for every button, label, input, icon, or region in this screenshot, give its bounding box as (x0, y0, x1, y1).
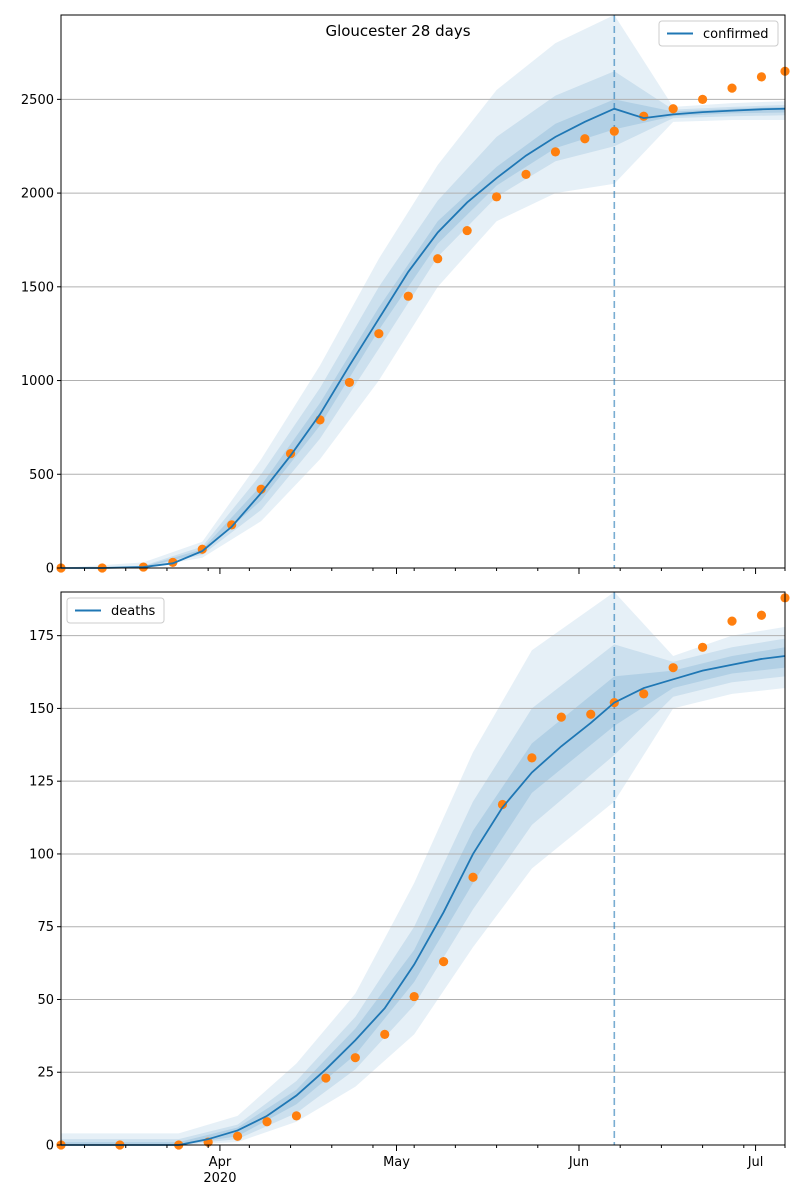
observed-point (697, 94, 708, 104)
y-tick-label: 75 (37, 920, 54, 935)
observed-point (668, 104, 678, 114)
confirmed-y-ticks: 0 500 1000 1500 2000 2500 (21, 93, 61, 577)
deaths-plot-frame (60, 591, 786, 1146)
deaths-panel: 0 25 50 75 100 125 150 175 Apr May Jun Jul 2020 de… (29, 591, 790, 1186)
deaths-model-line (61, 655, 786, 1146)
x-axis-year-label: 2020 (203, 1171, 236, 1186)
observed-point (697, 642, 708, 652)
band-outer (61, 592, 785, 1145)
observed-point (262, 1117, 272, 1127)
band-outer (61, 15, 785, 568)
deaths-gridlines (61, 635, 785, 1073)
confirmed-legend-box (658, 20, 779, 47)
confirmed-x-ticks (84, 568, 786, 574)
deaths-uncertainty-bands (61, 592, 785, 1145)
observed-point (756, 610, 767, 620)
x-tick-label: May (383, 1155, 410, 1170)
y-tick-label: 100 (29, 847, 54, 862)
observed-point (639, 689, 649, 699)
observed-point (227, 520, 237, 530)
y-tick-label: 500 (29, 468, 54, 483)
deaths-legend: deaths (66, 597, 165, 624)
observed-point (433, 254, 443, 264)
observed-point (350, 1053, 360, 1063)
y-tick-label: 25 (37, 1066, 54, 1081)
confirmed-legend: confirmed (658, 20, 779, 47)
observed-point (491, 192, 502, 202)
observed-point (609, 126, 619, 136)
confirmed-legend-label: confirmed (703, 27, 769, 42)
observed-point (462, 225, 472, 236)
deaths-x-ticks: Apr May Jun Jul (84, 1145, 786, 1170)
observed-point (580, 134, 590, 144)
observed-point (468, 872, 478, 882)
observed-point (556, 712, 566, 722)
observed-point (527, 753, 537, 763)
y-tick-label: 1000 (21, 374, 54, 389)
deaths-legend-label: deaths (111, 604, 156, 619)
confirmed-model-line (61, 107, 786, 569)
observed-point (550, 147, 561, 157)
y-tick-label: 125 (29, 775, 54, 790)
y-tick-label: 2500 (21, 93, 54, 108)
y-tick-label: 175 (29, 629, 54, 644)
observed-point (409, 991, 419, 1002)
y-tick-label: 1500 (21, 280, 54, 295)
observed-point (291, 1111, 302, 1121)
x-tick-label: Jun (568, 1155, 589, 1170)
observed-point (497, 799, 508, 810)
observed-point (727, 83, 737, 93)
observed-point (403, 291, 413, 301)
observed-point (586, 709, 596, 719)
observed-point (321, 1073, 331, 1083)
x-tick-label: Apr (209, 1155, 232, 1170)
deaths-legend-box (66, 597, 165, 624)
observed-point (756, 72, 767, 82)
y-tick-label: 2000 (21, 187, 54, 202)
observed-point (380, 1029, 390, 1039)
observed-point (521, 169, 531, 179)
observed-point (232, 1131, 243, 1141)
chart-title: Gloucester 28 days (325, 22, 470, 40)
x-tick-label: Jul (747, 1155, 764, 1170)
observed-point (727, 616, 737, 626)
y-tick-label: 0 (46, 562, 54, 577)
confirmed-plot-frame (60, 14, 786, 569)
observed-point (256, 484, 266, 494)
observed-point (668, 663, 678, 673)
confirmed-uncertainty-bands (61, 15, 785, 569)
observed-point (344, 377, 355, 388)
y-tick-label: 50 (37, 993, 54, 1008)
y-tick-label: 150 (29, 702, 54, 717)
y-tick-label: 0 (46, 1139, 54, 1154)
observed-point (374, 329, 384, 339)
observed-point (439, 957, 449, 967)
deaths-y-ticks: 0 25 50 75 100 125 150 175 (29, 629, 61, 1154)
deaths-observed-points (56, 593, 790, 1150)
confirmed-gridlines (61, 98, 785, 475)
